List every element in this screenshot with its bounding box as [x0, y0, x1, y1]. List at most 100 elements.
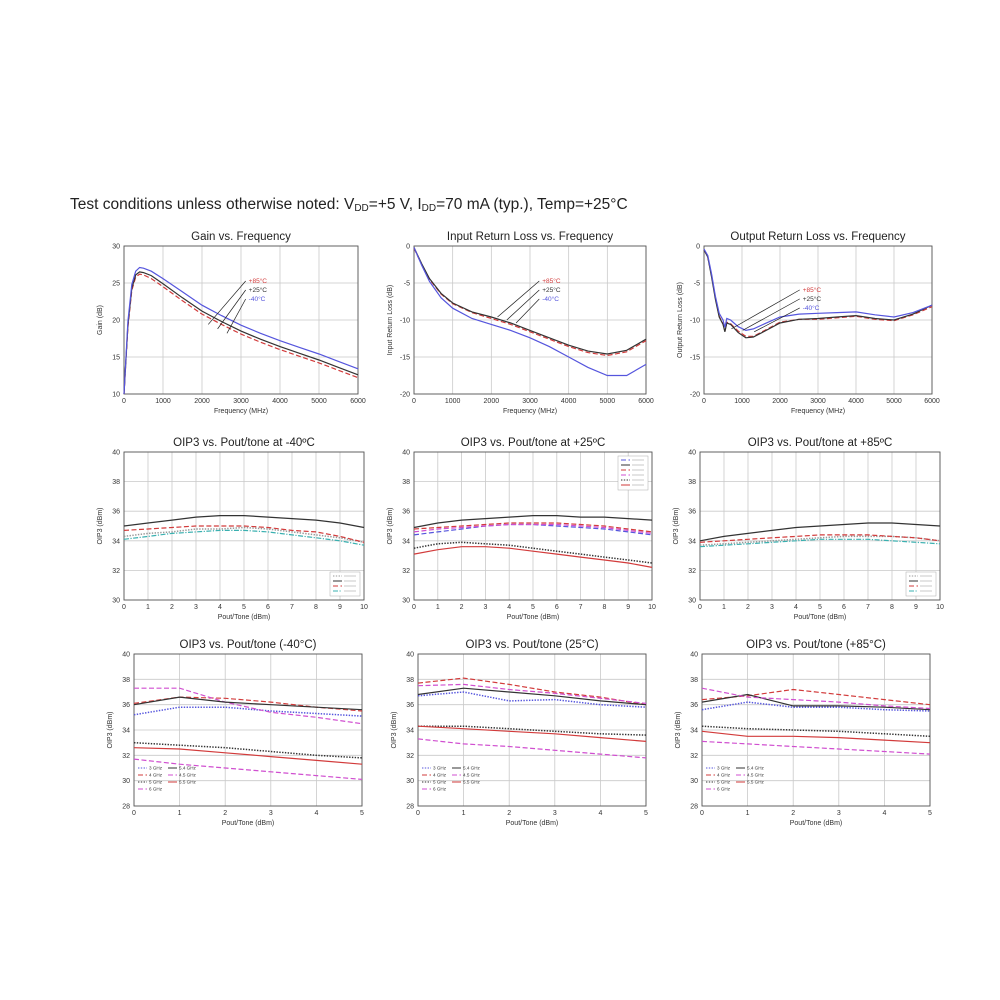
chart4-legend-box [617, 455, 649, 491]
chart-oip3-plus85c: OIP3 vs. Pout/tone at +85ºC 0 1 2 3 4 5 6 7 8 9 10 3… [666, 432, 946, 626]
chart0-callout-label-2: -40°C [249, 295, 266, 303]
chart8-ytick-3: 34 [690, 728, 698, 735]
chart5-xtick-5: 5 [818, 604, 822, 611]
chart1-series-2 [413, 247, 647, 377]
chart8-ytick-5: 38 [690, 677, 698, 684]
chart4-xtick-10: 10 [648, 604, 656, 611]
chart7-legend-label-5: 4.5 GHz [463, 773, 481, 778]
chart5-legend [905, 571, 937, 597]
chart0-grid [123, 245, 359, 395]
chart5-xtick-6: 6 [842, 604, 846, 611]
chart2-series-2 [703, 248, 933, 332]
chart7-series-6 [417, 725, 647, 742]
heading-idd-subscript: DD [421, 203, 437, 214]
chart8-grid [701, 653, 931, 807]
chart7-xtick-0: 0 [416, 810, 420, 817]
chart2-xtick-4: 4000 [848, 398, 864, 405]
chart1-callout-line-2 [515, 298, 540, 324]
chart5-ytick-4: 38 [688, 479, 696, 486]
chart7-legend-label-3: 6 GHz [433, 787, 447, 792]
chart4-series-4 [413, 541, 653, 564]
chart0-ytick-4: 30 [112, 244, 120, 251]
chart3-ytick-0: 30 [112, 598, 120, 605]
chart0-xtick-2: 2000 [194, 398, 210, 405]
chart2-callout-line-2 [753, 307, 800, 333]
chart6-ytick-6: 40 [122, 652, 130, 659]
chart2-series-0 [703, 249, 933, 337]
chart5-xtick-0: 0 [698, 604, 702, 611]
chart8-xtick-3: 3 [837, 810, 841, 817]
chart5-xtick-8: 8 [890, 604, 894, 611]
chart2-xlabel: Frequency (MHz) [791, 408, 845, 415]
chart5-xtick-2: 2 [746, 604, 750, 611]
chart0-series-1 [123, 271, 359, 395]
chart4-series-3 [413, 523, 653, 534]
chart6-ytick-1: 30 [122, 778, 130, 785]
chart7-series-1 [417, 677, 647, 706]
chart4-xtick-7: 7 [579, 604, 583, 611]
chart4-ytick-1: 32 [402, 568, 410, 575]
chart4-series-1 [413, 514, 653, 529]
chart2-ytick-0: 0 [696, 244, 700, 251]
chart4-grid [413, 451, 653, 601]
chart0-ytick-1: 15 [112, 355, 120, 362]
chart8-xtick-2: 2 [791, 810, 795, 817]
chart3-title: OIP3 vs. Pout/tone at -40ºC [173, 437, 315, 449]
chart6-xtick-2: 2 [223, 810, 227, 817]
chart4-title: OIP3 vs. Pout/tone at +25ºC [461, 437, 606, 449]
chart0-xtick-5: 5000 [311, 398, 327, 405]
chart8-legend-label-0: 3 GHz [717, 766, 731, 771]
chart8-legend-label-3: 6 GHz [717, 787, 731, 792]
chart3-xtick-7: 7 [290, 604, 294, 611]
chart8-title: OIP3 vs. Pout/tone (+85°C) [746, 639, 886, 651]
chart8-legend-label-1: 4 GHz [717, 773, 731, 778]
chart1-title: Input Return Loss vs. Frequency [447, 231, 613, 243]
chart7-xtick-2: 2 [507, 810, 511, 817]
heading-part-1: Test conditions unless otherwise noted: … [70, 196, 355, 213]
chart4-frame [413, 451, 653, 601]
chart2-ylabel: Output Return Loss (dB) [677, 282, 684, 358]
chart2-xtick-1: 1000 [734, 398, 750, 405]
chart6-xtick-4: 4 [314, 810, 318, 817]
chart2-title: Output Return Loss vs. Frequency [730, 231, 905, 243]
chart3-xtick-10: 10 [360, 604, 368, 611]
chart4-xtick-9: 9 [626, 604, 630, 611]
chart8-ytick-0: 28 [690, 804, 698, 811]
heading-vdd-subscript: DD [354, 203, 369, 214]
chart5-ytick-5: 40 [688, 450, 696, 457]
chart5-ytick-0: 30 [688, 598, 696, 605]
chart7-ytick-6: 40 [406, 652, 414, 659]
chart3-xtick-2: 2 [170, 604, 174, 611]
chart2-series-1 [703, 249, 933, 339]
chart0-xtick-4: 4000 [272, 398, 288, 405]
chart7-ytick-3: 34 [406, 728, 414, 735]
chart8-series-1 [701, 688, 931, 706]
chart5-xtick-3: 3 [770, 604, 774, 611]
chart4-xtick-5: 5 [531, 604, 535, 611]
chart1-series-1 [413, 247, 647, 355]
chart7-ytick-4: 36 [406, 702, 414, 709]
chart7-legend-label-6: 5.5 GHz [463, 780, 481, 785]
chart2-callout-line-0 [731, 289, 800, 330]
heading-part-2: =+5 V, I [368, 196, 422, 213]
chart4-xtick-3: 3 [483, 604, 487, 611]
chart8-xtick-0: 0 [700, 810, 704, 817]
chart1-grid [413, 245, 647, 395]
chart6-xtick-0: 0 [132, 810, 136, 817]
chart7-series-3 [417, 738, 647, 759]
chart6-legend-label-4: 5.4 GHz [179, 766, 197, 771]
chart6-ytick-5: 38 [122, 677, 130, 684]
chart3-xtick-6: 6 [266, 604, 270, 611]
chart4-xtick-6: 6 [555, 604, 559, 611]
chart4-xlabel: Pout/Tone (dBm) [507, 614, 560, 621]
chart4-xtick-2: 2 [460, 604, 464, 611]
chart2-frame [703, 245, 933, 395]
chart6-ytick-4: 36 [122, 702, 130, 709]
chart2-callout-label-1: +25°C [803, 295, 822, 303]
chart-svg-gain: Gain vs. Frequency 0 1000 2000 3000 4000 5000 6… [97, 231, 366, 415]
chart6-xtick-3: 3 [269, 810, 273, 817]
chart8-legend-label-5: 4.5 GHz [747, 773, 765, 778]
chart6-xlabel: Pout/Tone (dBm) [222, 820, 275, 827]
chart6-legend-label-2: 5 GHz [149, 780, 163, 785]
